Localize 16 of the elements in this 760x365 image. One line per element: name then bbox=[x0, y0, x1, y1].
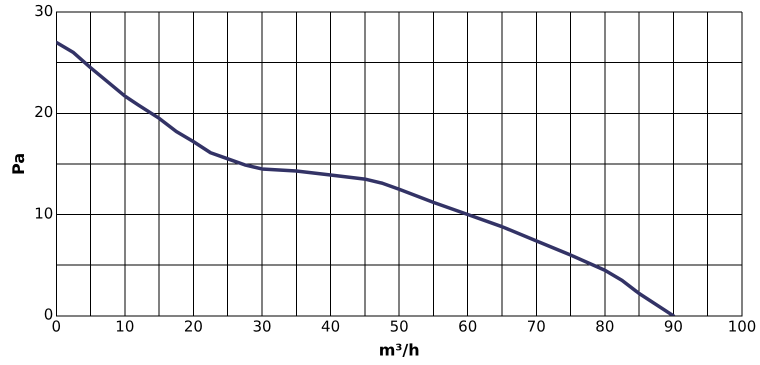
x-tick-label: 90 bbox=[664, 318, 683, 336]
y-tick-label: 30 bbox=[34, 2, 54, 20]
x-tick-label: 100 bbox=[728, 318, 756, 336]
x-tick-label: 20 bbox=[184, 318, 203, 336]
x-tick-label: 30 bbox=[252, 318, 272, 336]
y-tick-label: 20 bbox=[34, 103, 54, 122]
y-axis-title: Pa bbox=[8, 152, 28, 175]
y-tick-label: 0 bbox=[44, 306, 54, 324]
y-tick-label: 10 bbox=[34, 204, 54, 222]
x-tick-label: 50 bbox=[390, 318, 409, 336]
x-tick-label: 10 bbox=[115, 318, 134, 336]
x-tick-label: 60 bbox=[458, 318, 478, 336]
x-tick-label: 70 bbox=[526, 318, 546, 336]
x-axis-title: m³/h bbox=[378, 340, 420, 360]
x-tick-label: 40 bbox=[321, 318, 340, 336]
x-tick-label: 80 bbox=[595, 318, 614, 336]
